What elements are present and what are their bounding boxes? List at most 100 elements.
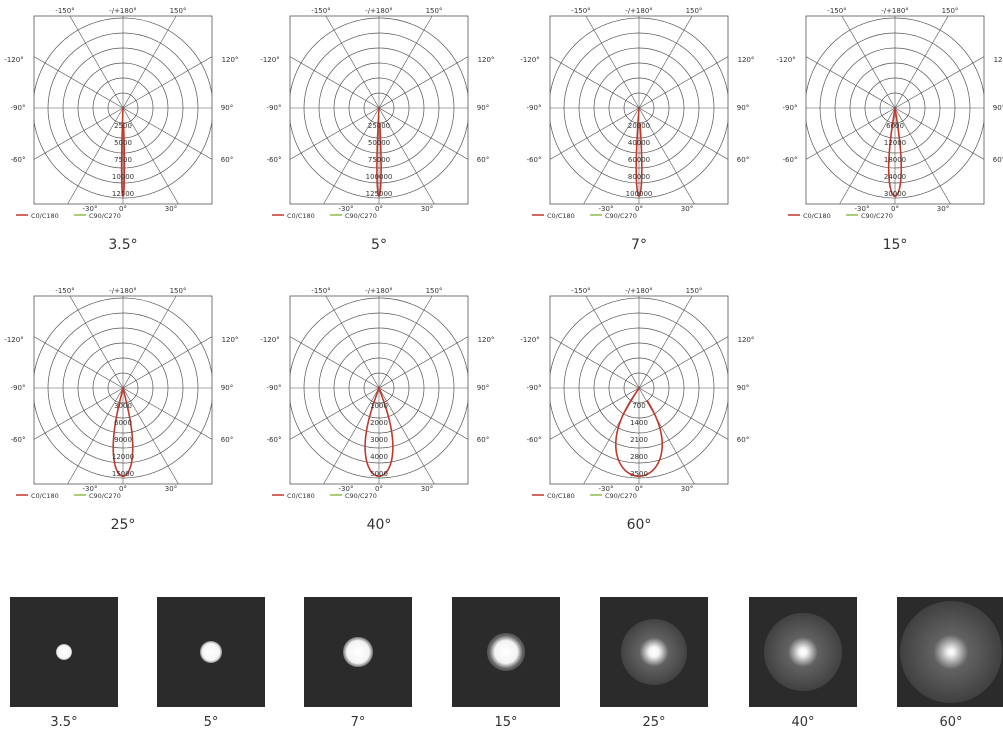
angle-label: 150°	[426, 7, 443, 15]
angle-label: 30°	[681, 485, 693, 493]
angle-label: 120°	[222, 336, 239, 344]
angle-label: 90°	[737, 384, 749, 392]
radial-value-label: 18000	[884, 156, 906, 164]
grid-spoke	[638, 296, 693, 389]
grid-spoke	[69, 16, 124, 109]
radial-value-label: 3500	[630, 470, 648, 478]
grid-spoke	[638, 107, 695, 204]
angle-label: 60°	[221, 436, 233, 444]
radial-value-label: 2100	[630, 436, 648, 444]
light-spot	[55, 643, 73, 661]
grid-spoke	[325, 296, 380, 389]
radial-value-label: 3000	[370, 436, 388, 444]
beam-angle-caption: 5°	[371, 237, 387, 253]
intensity-curve	[112, 387, 134, 478]
angle-label: 150°	[170, 7, 187, 15]
radial-value-label: 2800	[630, 453, 648, 461]
radial-value-label: 2000	[370, 419, 388, 427]
radial-value-label: 5000	[370, 470, 388, 478]
angle-label: -/+180°	[625, 7, 653, 15]
radial-value-label: 9000	[114, 436, 132, 444]
angle-label: 0°	[119, 205, 127, 213]
angle-label: -/+180°	[109, 287, 137, 295]
grid-spoke	[122, 56, 212, 109]
legend-label: C0/C180	[547, 492, 575, 500]
angle-label: 60°	[737, 436, 749, 444]
angle-label: 60°	[477, 436, 489, 444]
radial-value-label: 15000	[112, 470, 134, 478]
angle-label: 120°	[478, 56, 495, 64]
radial-value-label: 20000	[628, 122, 650, 130]
angle-label: 90°	[737, 104, 749, 112]
radial-value-label: 125000	[366, 190, 393, 198]
grid-spoke	[894, 16, 949, 109]
polar-grid: 3000 6000 9000 12000 15000	[34, 296, 212, 484]
grid-spoke	[69, 296, 124, 389]
grid-spoke	[638, 387, 695, 484]
angle-label: -/+180°	[625, 287, 653, 295]
beam-angle-caption: 60°	[626, 517, 652, 533]
angle-label: 150°	[686, 7, 703, 15]
angle-label: 120°	[738, 336, 755, 344]
angle-label: 0°	[635, 485, 643, 493]
angle-label: 0°	[635, 205, 643, 213]
angle-label: -150°	[55, 287, 74, 295]
angle-label: -60°	[527, 436, 542, 444]
grid-spoke	[550, 387, 640, 440]
beam-angle-caption: 7°	[631, 237, 647, 253]
grid-spoke	[122, 107, 179, 204]
angle-label: 120°	[994, 56, 1003, 64]
grid-spoke	[378, 296, 433, 389]
polar-chart: 1000 2000 3000 4000 5000 -150° -/+180° 150° -120…	[260, 287, 494, 500]
grid-spoke	[806, 56, 896, 109]
grid-spoke	[122, 107, 212, 160]
angle-label: -90°	[11, 104, 26, 112]
angle-label: 0°	[375, 485, 383, 493]
grid-spoke	[67, 107, 124, 204]
spot-sample-25	[600, 597, 708, 707]
intensity-curve	[614, 387, 664, 478]
grid-spoke	[325, 16, 380, 109]
angle-label: -120°	[260, 56, 279, 64]
angle-label: -120°	[776, 56, 795, 64]
angle-label: -120°	[4, 336, 23, 344]
grid-spoke	[122, 16, 177, 109]
grid-spoke	[34, 107, 124, 160]
polar-chart: 3000 6000 9000 12000 15000 -150° -/+180° 150° -1…	[4, 287, 239, 500]
angle-label: -150°	[55, 7, 74, 15]
angle-label: -60°	[11, 156, 26, 164]
spot-sample-5	[157, 597, 265, 707]
grid-spoke	[290, 56, 380, 109]
angle-label: -30°	[339, 485, 354, 493]
angle-label: -150°	[311, 7, 330, 15]
angle-label: -60°	[527, 156, 542, 164]
radial-value-label: 6000	[886, 122, 904, 130]
grid-spoke	[841, 16, 896, 109]
beam-angle-caption: 3.5°	[108, 237, 138, 253]
angle-label: -150°	[827, 7, 846, 15]
grid-spoke	[638, 107, 728, 160]
angle-label: 150°	[942, 7, 959, 15]
angle-label: -/+180°	[881, 7, 909, 15]
angle-label: 90°	[477, 384, 489, 392]
grid-spoke	[894, 56, 984, 109]
angle-label: -90°	[527, 104, 542, 112]
radial-value-label: 7500	[114, 156, 132, 164]
polar-grid: 6000 12000 18000 24000 30000	[806, 16, 984, 204]
grid-spoke	[378, 336, 468, 389]
angle-label: -90°	[267, 384, 282, 392]
angle-label: 150°	[170, 287, 187, 295]
spot-label: 60°	[939, 715, 963, 730]
light-spot	[620, 618, 688, 686]
angle-label: 30°	[421, 485, 433, 493]
radial-value-label: 50000	[368, 139, 390, 147]
angle-label: 90°	[221, 384, 233, 392]
angle-label: -/+180°	[365, 7, 393, 15]
legend-label: C0/C180	[803, 212, 831, 220]
angle-label: 60°	[221, 156, 233, 164]
polar-chart: 2500 5000 7500 10000 12500 -150° -/+180° 150° -1…	[4, 7, 238, 220]
grid-spoke	[290, 387, 380, 440]
intensity-curve	[376, 107, 382, 198]
grid-spoke	[638, 16, 693, 109]
grid-spoke	[378, 387, 468, 440]
